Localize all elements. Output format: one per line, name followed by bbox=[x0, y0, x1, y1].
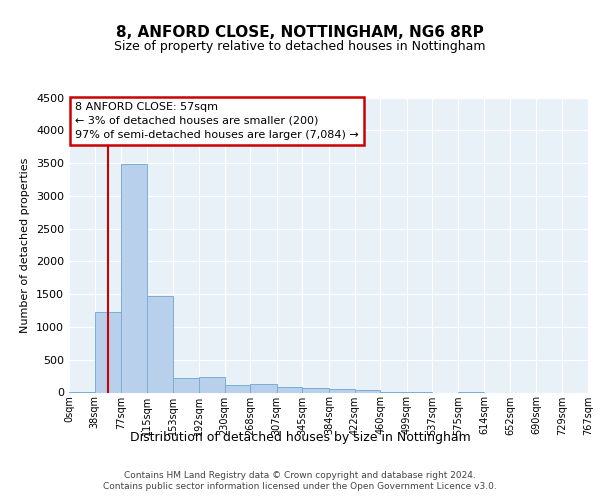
Bar bbox=[224, 385, 250, 392]
Bar bbox=[302, 388, 329, 392]
Text: Size of property relative to detached houses in Nottingham: Size of property relative to detached ho… bbox=[114, 40, 486, 53]
Text: Distribution of detached houses by size in Nottingham: Distribution of detached houses by size … bbox=[130, 431, 470, 444]
Bar bbox=[121, 164, 147, 392]
Bar bbox=[277, 386, 302, 392]
Bar bbox=[250, 384, 277, 392]
Text: 8, ANFORD CLOSE, NOTTINGHAM, NG6 8RP: 8, ANFORD CLOSE, NOTTINGHAM, NG6 8RP bbox=[116, 25, 484, 40]
Bar bbox=[355, 390, 380, 392]
Text: Contains HM Land Registry data © Crown copyright and database right 2024.
Contai: Contains HM Land Registry data © Crown c… bbox=[103, 470, 497, 492]
Y-axis label: Number of detached properties: Number of detached properties bbox=[20, 158, 31, 332]
Bar bbox=[147, 296, 173, 392]
Bar bbox=[173, 378, 199, 392]
Bar bbox=[329, 389, 355, 392]
Text: 8 ANFORD CLOSE: 57sqm
← 3% of detached houses are smaller (200)
97% of semi-deta: 8 ANFORD CLOSE: 57sqm ← 3% of detached h… bbox=[75, 102, 359, 140]
Bar bbox=[95, 312, 121, 392]
Bar bbox=[199, 377, 224, 392]
